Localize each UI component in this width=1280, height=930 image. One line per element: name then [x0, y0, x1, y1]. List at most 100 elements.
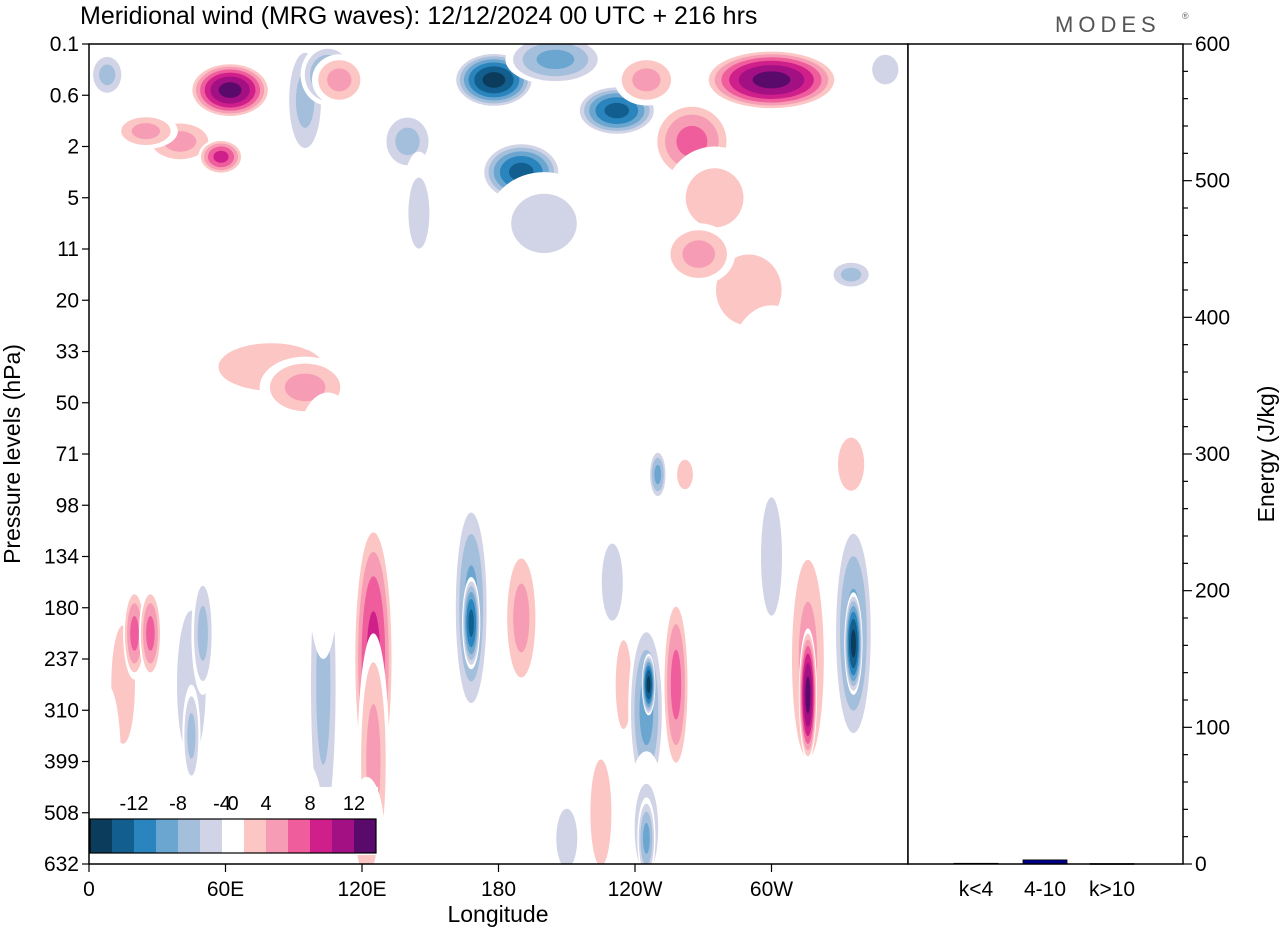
colorbar-label: 12 [343, 793, 365, 815]
contour-blob-57 [646, 676, 651, 694]
y-axis-ticks: 0.1 0.6 2 5 11 20 33 50 71 98 134 180 237 310 399 508 63… [44, 33, 89, 876]
contour-blob-27 [168, 269, 260, 332]
contour-blob-63 [761, 497, 782, 616]
colorbar-swatch [222, 819, 244, 853]
contour-blob-71 [643, 822, 650, 854]
y-tick-label: 2 [67, 136, 79, 159]
contour-blob-0 [218, 82, 242, 98]
y-tick-label: 98 [56, 494, 79, 517]
contour-blob-65 [805, 676, 811, 714]
y-tick-label: 71 [56, 443, 79, 466]
energy-background [908, 44, 1183, 864]
colorbar-swatch [332, 819, 354, 853]
y-tick-label: 0.6 [50, 84, 79, 107]
y-tick-label: 632 [44, 853, 79, 876]
energy-category-label: 4-10 [1024, 878, 1066, 901]
x-axis-label: Longitude [447, 901, 548, 927]
y-tick-label: 310 [44, 699, 79, 722]
colorbar-swatch [112, 819, 134, 853]
contour-blob-39 [264, 597, 301, 824]
y-tick-label: 5 [67, 187, 79, 210]
energy-panel: 0 100 200 300 400 500 600 k<4 4-10 k>10 Energy (… [907, 33, 1279, 901]
colorbar-swatch [310, 819, 332, 853]
contour-blob-21 [487, 382, 670, 444]
contour-blob-12 [604, 102, 630, 119]
y-tick-label: 11 [57, 238, 79, 261]
energy-tick-label: 500 [1195, 170, 1230, 193]
contour-blob-67 [850, 629, 856, 658]
energy-categories: k<4 4-10 k>10 [959, 878, 1135, 901]
contour-blob-14 [511, 193, 577, 253]
x-axis-ticks: 0 60E 120E 180 120W 60W [83, 864, 793, 901]
energy-tick-label: 300 [1195, 443, 1230, 466]
contour-blob-53 [601, 543, 623, 621]
contour-blob-23 [682, 240, 715, 268]
y-tick-label: 33 [56, 341, 79, 364]
colorbar-label: -4 [213, 793, 231, 815]
colorbar-swatch [244, 819, 266, 853]
colorbar-swatch [134, 819, 156, 853]
contour-blob-3 [131, 123, 161, 140]
y-tick-label: 237 [44, 648, 79, 671]
y-tick-label: 50 [56, 392, 79, 415]
contour-blob-40 [248, 582, 271, 788]
y-tick-label: 399 [44, 751, 79, 774]
contour-blob-52 [556, 808, 578, 864]
contour-blob-60 [673, 413, 756, 547]
colorbar-frame [89, 818, 377, 854]
y-tick-label: 0.1 [50, 33, 79, 56]
colorbar-label: -12 [120, 793, 149, 815]
contour-blob-69 [590, 759, 612, 864]
contour-blob-50 [513, 583, 530, 653]
colorbar-swatch [200, 819, 222, 853]
y-tick-label: 180 [44, 597, 79, 620]
contour-blob-29 [127, 187, 165, 250]
contour-blob-20 [430, 310, 658, 373]
contour-blob-42 [130, 616, 139, 651]
colorbar-label: 8 [304, 793, 315, 815]
x-tick-label: 180 [481, 878, 516, 901]
colorbar: -12 -8 -40 4 8 12 [88, 787, 378, 855]
colorbar-swatch [156, 819, 178, 853]
energy-y-ticks: 0 100 200 300 400 500 600 [1183, 33, 1230, 876]
colorbar-label: 4 [260, 793, 271, 815]
contour-blob-43 [146, 616, 155, 651]
colorbar-swatch [288, 819, 310, 853]
contour-blob-61 [677, 459, 693, 490]
contour-blob-11 [536, 49, 575, 70]
energy-tick-label: 0 [1195, 853, 1207, 876]
y-tick-label: 20 [56, 289, 79, 312]
contour-blob-73 [755, 787, 788, 864]
colorbar-swatch [266, 819, 288, 853]
chart-title-group: Meridional wind (MRG waves): 12/12/2024 … [80, 2, 1189, 37]
contour-layers [89, 44, 908, 864]
contour-blob-38 [305, 402, 342, 659]
contour-blob-49 [468, 609, 474, 637]
contour-blob-62 [609, 438, 638, 490]
contour-blob-47 [187, 713, 196, 759]
contour-blob-58 [654, 464, 662, 485]
energy-tick-label: 100 [1195, 716, 1230, 739]
contour-blob-18 [632, 68, 661, 92]
x-tick-label: 60E [207, 878, 244, 901]
y-tick-label: 508 [44, 802, 79, 825]
contour-blob-46 [197, 605, 208, 661]
contour-blob-19 [872, 54, 899, 85]
contour-blob-72 [680, 751, 717, 864]
contour-blob-55 [615, 640, 632, 729]
energy-axis-label: Energy (J/kg) [1253, 386, 1279, 523]
y-axis-label: Pressure levels (hPa) [0, 344, 25, 564]
contour-blob-10 [482, 72, 506, 88]
energy-tick-label: 200 [1195, 580, 1230, 603]
contour-blob-15 [752, 71, 791, 89]
colorbar-swatch [354, 819, 376, 853]
contour-blob-17 [685, 168, 744, 228]
colorbar-label: 0 [227, 793, 238, 815]
contour-blob-2 [213, 150, 229, 163]
colorbar-label: -8 [169, 793, 187, 815]
colorbar-swatch [90, 819, 112, 853]
y-tick-label: 134 [44, 546, 79, 569]
contour-blob-7 [327, 68, 352, 92]
x-tick-label: 0 [83, 878, 95, 901]
